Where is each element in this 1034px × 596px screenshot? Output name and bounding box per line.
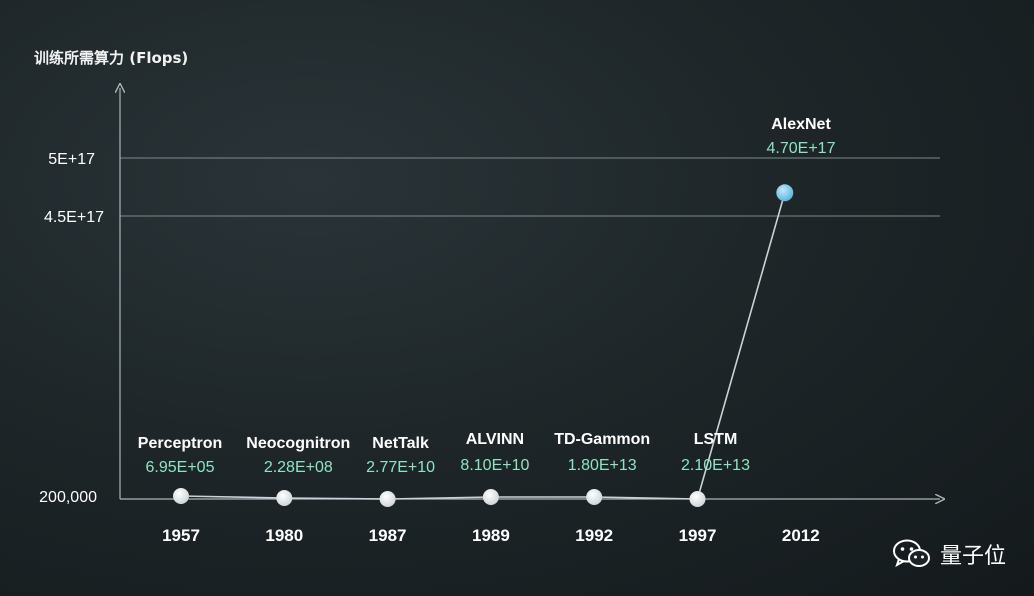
x-tick-label: 1987 [369,526,407,545]
data-label-value: 2.28E+08 [264,459,333,476]
series-line [180,192,786,500]
data-label-name: AlexNet [771,116,831,133]
data-label-value: 8.10E+10 [460,457,529,474]
data-label-name: TD-Gammon [554,431,650,448]
data-point [689,491,706,507]
wechat-icon [892,539,930,568]
x-tick-label: 2012 [782,526,820,545]
y-tick-label: 4.5E+17 [44,209,104,226]
data-points [173,184,794,507]
y-tick-labels: 5E+17 4.5E+17 200,000 [39,151,104,506]
data-label-value: 2.10E+13 [681,457,750,474]
data-point-highlight [776,184,794,202]
x-tick-label: 1997 [679,526,717,545]
series-path [180,192,786,500]
data-label-value: 6.95E+05 [146,459,215,476]
data-point [173,488,189,504]
data-label-value: 2.77E+10 [366,459,435,476]
data-label-name: ALVINN [466,431,524,448]
axes [120,88,940,499]
y-axis-label: 训练所需算力 (Flops) [34,49,188,67]
data-point [586,489,603,505]
data-label-name: Neocognitron [246,435,350,452]
watermark-text: 量子位 [939,544,1006,569]
grid-lines [120,157,940,217]
y-tick-label: 200,000 [39,489,97,506]
watermark: 量子位 [892,538,1006,570]
x-tick-label: 1989 [472,526,510,545]
y-tick-label: 5E+17 [48,151,95,168]
data-labels: Perceptron 6.95E+05 Neocognitron 2.28E+08 Ne… [138,116,836,476]
data-point [379,491,396,507]
x-tick-label: 1957 [162,526,200,545]
x-tick-label: 1980 [265,526,303,545]
data-label-name: Perceptron [138,435,222,452]
x-tick-label: 1992 [575,526,613,545]
data-label-value: 4.70E+17 [767,140,836,157]
data-label-value: 1.80E+13 [568,457,637,474]
data-point [482,489,499,505]
x-tick-labels: 1957 1980 1987 1989 1992 1997 2012 [162,526,820,545]
data-label-name: LSTM [694,431,738,448]
data-label-name: NetTalk [372,435,429,452]
data-point [276,490,293,506]
